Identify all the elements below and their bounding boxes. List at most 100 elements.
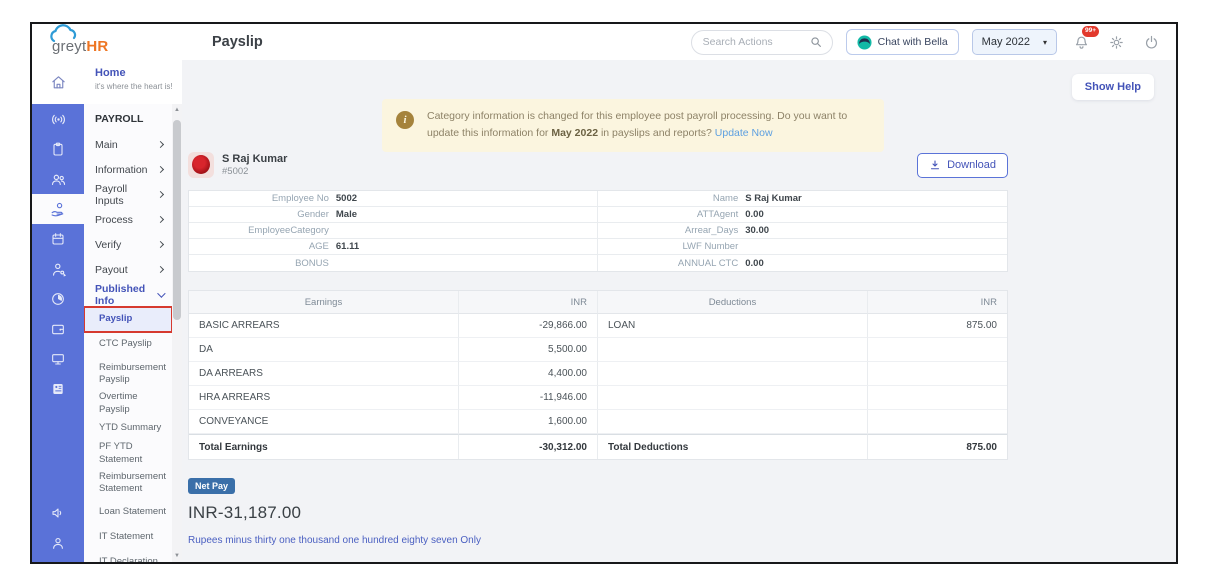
update-now-link[interactable]: Update Now xyxy=(714,127,773,140)
employee-name: S Raj Kumar xyxy=(222,153,288,165)
net-pay-in-words: Rupees minus thirty one thousand one hun… xyxy=(188,535,481,546)
deduction-label xyxy=(597,386,868,410)
rail-home-button[interactable] xyxy=(32,60,84,104)
rail-profile-button[interactable] xyxy=(32,528,84,558)
sidebar-item-process[interactable]: Process xyxy=(84,207,172,232)
month-value: May 2022 xyxy=(981,36,1030,48)
sidebar-item-pf-ytd-statement[interactable]: PF YTD Statement xyxy=(99,441,143,465)
info-field: LWF Number xyxy=(598,239,1007,255)
rail-payroll-button[interactable] xyxy=(32,194,84,224)
sidebar-item-loan-statement[interactable]: Loan Statement xyxy=(99,506,167,518)
info-field: Employee No 5002 xyxy=(189,191,598,207)
banner-month: May 2022 xyxy=(551,127,599,140)
employee-avatar xyxy=(188,152,214,178)
total-deductions-label: Total Deductions xyxy=(597,434,868,459)
rail-expense-button[interactable] xyxy=(32,314,84,344)
earning-amount: -29,866.00 xyxy=(458,314,598,338)
sidebar-item-payroll-inputs[interactable]: Payroll Inputs xyxy=(84,182,172,207)
scrollbar-track[interactable] xyxy=(172,116,182,550)
sidebar-item-reimbursement-statement[interactable]: Reimbursement Statement xyxy=(99,470,167,494)
category-info-banner: i Category information is changed for th… xyxy=(382,99,884,152)
sidebar-item-payslip[interactable]: Payslip xyxy=(84,306,173,333)
earning-label: CONVEYANCE xyxy=(189,410,459,434)
module-rail xyxy=(32,60,84,562)
rail-news-button[interactable] xyxy=(32,374,84,404)
sidebar-item-published-info[interactable]: Published Info xyxy=(84,282,172,307)
rail-tasks-button[interactable] xyxy=(32,134,84,164)
rail-employees-button[interactable] xyxy=(32,164,84,194)
earning-amount: 1,600.00 xyxy=(458,410,598,434)
logout-button[interactable] xyxy=(1140,31,1162,53)
employee-id: #5002 xyxy=(222,166,249,177)
earning-amount: -11,946.00 xyxy=(458,386,598,410)
home-subtitle: it's where the heart is! xyxy=(95,82,173,91)
rail-broadcast-button[interactable] xyxy=(32,104,84,134)
col-header-earnings: Earnings xyxy=(189,291,459,314)
people-icon xyxy=(51,174,65,185)
download-label: Download xyxy=(947,159,996,171)
sidebar-item-ctc-payslip[interactable]: CTC Payslip xyxy=(99,338,152,350)
deduction-amount xyxy=(867,338,1007,362)
sidebar-item-ytd-summary[interactable]: YTD Summary xyxy=(99,422,162,434)
bella-avatar-icon xyxy=(857,34,872,50)
info-field: EmployeeCategory xyxy=(189,223,598,239)
net-pay-badge: Net Pay xyxy=(188,478,236,494)
download-button[interactable]: Download xyxy=(917,152,1008,178)
sidebar-item-verify[interactable]: Verify xyxy=(84,232,172,257)
menu-scrollbar[interactable]: ▲ ▼ xyxy=(172,104,182,562)
sidebar-item-home[interactable]: Home it's where the heart is! xyxy=(84,60,182,104)
deduction-amount xyxy=(867,362,1007,386)
rail-access-button[interactable] xyxy=(32,254,84,284)
sidebar-item-it-statement[interactable]: IT Statement xyxy=(99,531,154,543)
earning-label: DA ARREARS xyxy=(189,362,459,386)
top-bar: greytHR Payslip Chat with Bella May 2022… xyxy=(32,24,1176,60)
sidebar-item-main[interactable]: Main xyxy=(84,132,172,157)
banner-text-after: in payslips and reports? xyxy=(600,127,712,140)
sidebar-item-overtime-payslip[interactable]: Overtime Payslip xyxy=(99,391,138,415)
rail-leave-button[interactable] xyxy=(32,224,84,254)
employee-meta: S Raj Kumar #5002 xyxy=(222,153,287,177)
speaker-icon xyxy=(52,508,62,518)
logo-text: greytHR xyxy=(52,38,109,55)
page-title: Payslip xyxy=(212,34,263,50)
chat-label: Chat with Bella xyxy=(877,36,948,48)
scrollbar-thumb[interactable] xyxy=(173,120,181,320)
search-actions[interactable] xyxy=(690,29,833,55)
wallet-icon xyxy=(52,324,64,335)
greythr-logo[interactable]: greytHR xyxy=(48,24,178,57)
person-key-icon xyxy=(52,263,66,276)
month-dropdown[interactable]: May 2022 ▾ xyxy=(971,29,1057,55)
deduction-label xyxy=(597,362,868,386)
sidebar-item-information[interactable]: Information xyxy=(84,157,172,182)
cloud-icon xyxy=(50,24,77,43)
info-field: ATTAgent 0.00 xyxy=(598,207,1007,223)
chat-with-bella-button[interactable]: Chat with Bella xyxy=(845,29,959,55)
show-help-button[interactable]: Show Help xyxy=(1071,74,1154,100)
earnings-deductions-table: Earnings INR Deductions INR BASIC ARREAR… xyxy=(188,290,1008,460)
sidebar-item-reimbursement-payslip[interactable]: Reimbursement Payslip xyxy=(99,361,167,385)
home-label: Home xyxy=(95,67,126,79)
total-earnings-value: -30,312.00 xyxy=(458,434,598,459)
settings-button[interactable] xyxy=(1105,31,1127,53)
scroll-down-arrow[interactable]: ▼ xyxy=(174,553,180,559)
rail-attendance-button[interactable] xyxy=(32,284,84,314)
deduction-label: LOAN xyxy=(597,314,868,338)
search-input[interactable] xyxy=(702,36,809,48)
notifications-button[interactable]: 99+ xyxy=(1070,25,1100,53)
deduction-label xyxy=(597,338,868,362)
info-icon: i xyxy=(396,111,414,129)
total-deductions-value: 875.00 xyxy=(867,434,1007,459)
chevron-right-icon xyxy=(156,215,165,224)
earning-label: BASIC ARREARS xyxy=(189,314,459,338)
monitor-icon xyxy=(52,354,64,365)
sidebar-item-it-declaration[interactable]: IT Declaration xyxy=(99,556,158,562)
sidebar-item-payout[interactable]: Payout xyxy=(84,257,172,282)
rail-bottom-group xyxy=(32,498,84,558)
notification-badge: 99+ xyxy=(1080,25,1100,38)
rail-workstation-button[interactable] xyxy=(32,344,84,374)
scroll-up-arrow[interactable]: ▲ xyxy=(174,107,180,113)
earning-label: DA xyxy=(189,338,459,362)
payroll-menu-list: PAYROLL Main Information Payroll Inputs … xyxy=(84,104,182,562)
rail-announcements-button[interactable] xyxy=(32,498,84,528)
info-field: Gender Male xyxy=(189,207,598,223)
